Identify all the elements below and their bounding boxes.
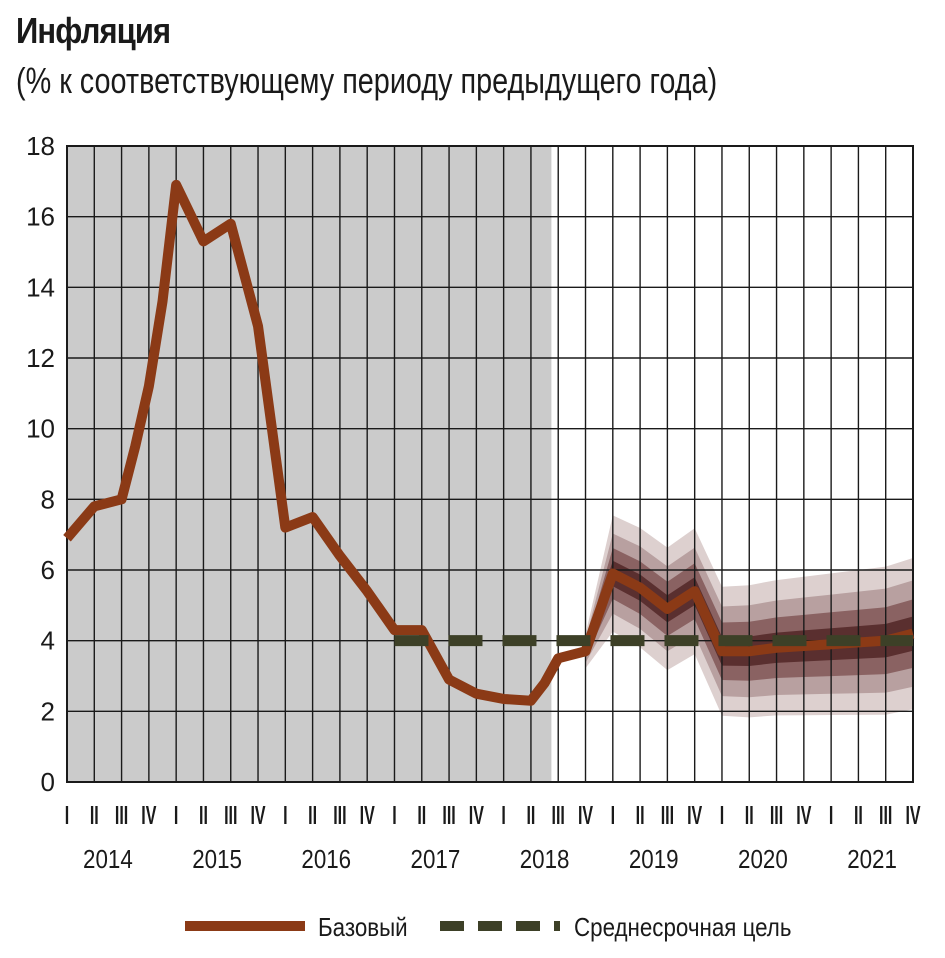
chart-lines bbox=[63, 179, 915, 706]
x-quarter-label: IV bbox=[250, 800, 266, 830]
x-quarter-label: I bbox=[174, 800, 178, 830]
legend-base-label: Базовый bbox=[318, 913, 408, 942]
x-quarter-label: I bbox=[611, 800, 615, 830]
chart-subtitle: (% к соответствующему периоду предыдущег… bbox=[16, 60, 718, 101]
y-tick-label: 6 bbox=[41, 555, 55, 585]
x-year-label: 2017 bbox=[411, 845, 461, 874]
x-quarter-label: III bbox=[770, 800, 783, 830]
x-quarter-label: II bbox=[854, 800, 863, 830]
x-quarter-label: I bbox=[829, 800, 833, 830]
x-quarter-label: I bbox=[392, 800, 396, 830]
x-quarter-label: III bbox=[333, 800, 346, 830]
x-quarter-label: I bbox=[283, 800, 287, 830]
x-quarter-label: I bbox=[65, 800, 69, 830]
x-quarter-label: IV bbox=[796, 800, 812, 830]
y-tick-label: 12 bbox=[26, 343, 55, 373]
x-year-label: 2015 bbox=[192, 845, 242, 874]
chart-title: Инфляция bbox=[16, 10, 171, 51]
x-quarter-label: IV bbox=[905, 800, 921, 830]
x-year-label: 2018 bbox=[520, 845, 570, 874]
x-quarter-label: IV bbox=[360, 800, 376, 830]
legend-target-label: Среднесрочная цель bbox=[574, 913, 791, 942]
x-quarter-label: I bbox=[501, 800, 505, 830]
x-quarter-label: IV bbox=[687, 800, 703, 830]
x-quarter-label: III bbox=[224, 800, 237, 830]
chart-legend: Базовый Среднесрочная цель bbox=[185, 913, 791, 942]
x-year-label: 2014 bbox=[83, 845, 133, 874]
y-tick-label: 10 bbox=[26, 414, 55, 444]
x-year-label: 2020 bbox=[738, 845, 788, 874]
x-quarter-label: III bbox=[115, 800, 128, 830]
chart-grid bbox=[66, 145, 914, 783]
x-year-label: 2019 bbox=[629, 845, 679, 874]
x-quarter-label: III bbox=[552, 800, 565, 830]
chart-background bbox=[67, 146, 552, 782]
x-quarter-label: I bbox=[720, 800, 724, 830]
x-quarter-label: IV bbox=[141, 800, 157, 830]
y-tick-label: 16 bbox=[26, 202, 55, 232]
y-tick-label: 2 bbox=[41, 696, 55, 726]
x-quarter-label: II bbox=[417, 800, 426, 830]
y-tick-label: 4 bbox=[41, 626, 55, 656]
y-tick-label: 18 bbox=[26, 131, 55, 161]
x-quarter-label: II bbox=[745, 800, 754, 830]
x-year-label: 2021 bbox=[847, 845, 897, 874]
x-quarter-label: III bbox=[661, 800, 674, 830]
x-quarter-label: IV bbox=[469, 800, 485, 830]
x-quarter-label: II bbox=[636, 800, 645, 830]
x-quarter-label: II bbox=[526, 800, 535, 830]
y-tick-label: 14 bbox=[26, 272, 55, 302]
x-quarter-label: IV bbox=[578, 800, 594, 830]
y-tick-label: 8 bbox=[41, 484, 55, 514]
x-year-label: 2016 bbox=[301, 845, 351, 874]
x-quarter-label: II bbox=[308, 800, 317, 830]
x-quarter-label: III bbox=[879, 800, 892, 830]
x-quarter-label: III bbox=[442, 800, 455, 830]
y-tick-label: 0 bbox=[41, 767, 55, 797]
history-shaded-area bbox=[67, 146, 552, 782]
x-quarter-label: II bbox=[199, 800, 208, 830]
plot-frame bbox=[66, 145, 914, 783]
base-line bbox=[63, 179, 915, 706]
x-quarter-label: II bbox=[90, 800, 99, 830]
